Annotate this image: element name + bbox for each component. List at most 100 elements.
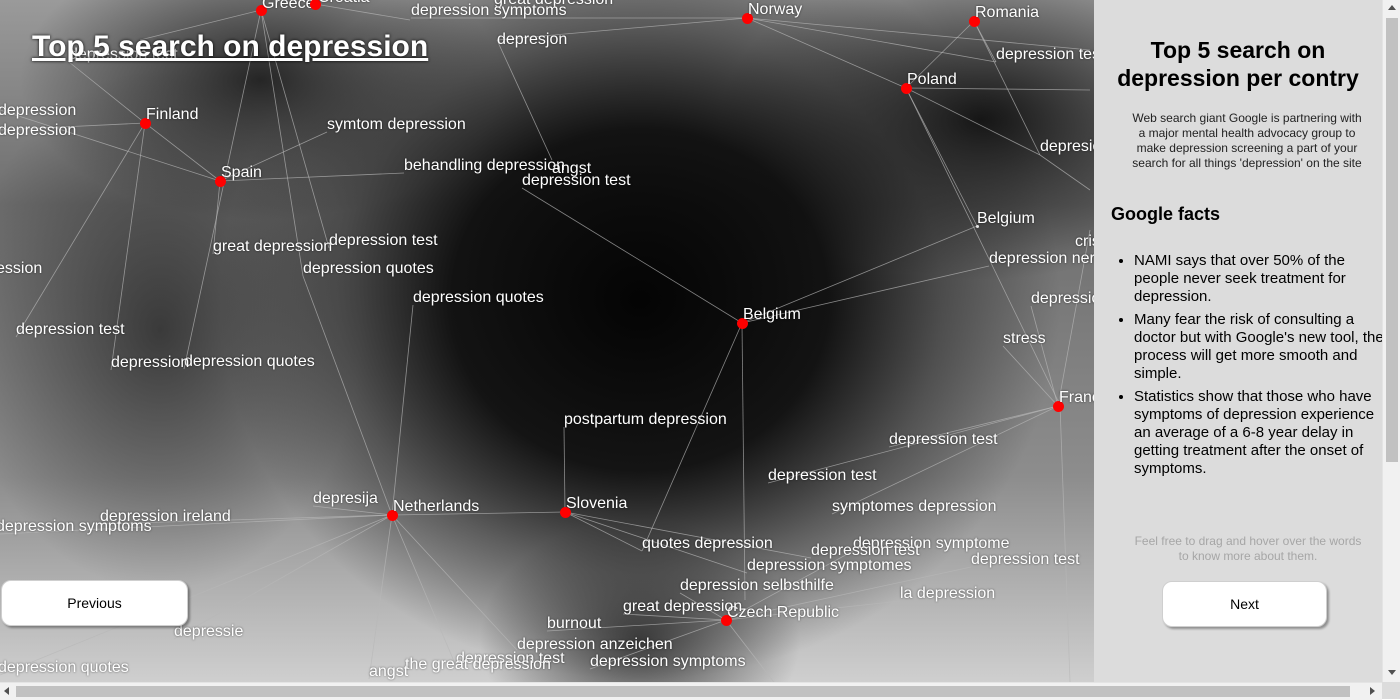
word-node[interactable]: depression (0, 102, 77, 119)
word-node[interactable]: burnout (547, 615, 602, 632)
word-node[interactable]: depression test (456, 650, 565, 667)
country-label-czech-republic[interactable]: Czech Republic (727, 604, 840, 621)
network-edge (622, 613, 727, 621)
word-node[interactable]: great depression (494, 0, 613, 9)
word-node[interactable]: angst (552, 160, 592, 177)
previous-button[interactable]: Previous (1, 580, 188, 626)
word-node[interactable]: depression test (889, 431, 998, 448)
word-node[interactable]: depression quotes (184, 353, 315, 370)
word-node[interactable]: depression (111, 354, 190, 371)
word-node[interactable]: depresija (313, 490, 378, 507)
country-label-belgium[interactable]: Belgium (743, 306, 801, 323)
node-dot-finland[interactable] (140, 118, 151, 129)
network-edge (564, 511, 812, 559)
node-dot-greece[interactable] (256, 5, 267, 16)
word-node[interactable]: depression quotes (413, 289, 544, 306)
node-dot-france[interactable] (1053, 401, 1064, 412)
scroll-up-arrow-icon[interactable] (1388, 5, 1396, 10)
word-node[interactable]: symptomes depression (832, 498, 997, 515)
country-label-norway[interactable]: Norway (748, 1, 803, 18)
word-node[interactable]: depression quotes (303, 260, 434, 277)
next-button[interactable]: Next (1162, 581, 1327, 627)
word-node[interactable]: depression test (971, 551, 1080, 568)
word-node[interactable]: depression symptoms (0, 518, 152, 535)
network-edge (564, 511, 643, 552)
country-label-belgium-2[interactable]: Belgium (977, 210, 1035, 227)
node-dot-slovenia[interactable] (560, 507, 571, 518)
node-dot-croatia[interactable] (310, 0, 321, 10)
network-edge (219, 172, 405, 182)
word-node[interactable]: postpartum depression (564, 411, 727, 428)
word-node[interactable]: depressie (174, 623, 244, 640)
network-edge (68, 61, 146, 124)
node-dot-norway[interactable] (742, 13, 753, 24)
word-node[interactable]: depression (0, 122, 77, 139)
word-node[interactable]: depression (0, 260, 43, 277)
word-node[interactable]: crisis (1075, 233, 1094, 250)
network-edge (905, 87, 978, 227)
node-dot-netherlands[interactable] (387, 510, 398, 521)
node-dot-poland[interactable] (901, 83, 912, 94)
country-label-finland[interactable]: Finland (146, 106, 199, 123)
word-node[interactable]: depresjon (497, 31, 568, 48)
panel-title: Top 5 search on depression per contry (1117, 37, 1359, 91)
word-node[interactable]: great depression (623, 598, 743, 615)
country-label-greece[interactable]: Greece (262, 0, 315, 12)
word-node[interactable]: depression test (522, 172, 631, 189)
word-node[interactable]: depression symptoms (590, 653, 746, 670)
word-node[interactable]: angst (369, 663, 409, 680)
country-label-netherlands[interactable]: Netherlands (393, 498, 480, 515)
network-edge (563, 426, 566, 513)
word-node[interactable]: depression test (16, 321, 125, 338)
network-edge (314, 3, 411, 21)
country-label-france[interactable]: France (1059, 389, 1094, 406)
word-node[interactable]: depression test (69, 46, 178, 63)
node-dot-spain[interactable] (215, 176, 226, 187)
node-dot-czech-republic[interactable] (721, 615, 732, 626)
scroll-right-arrow-icon[interactable] (1370, 687, 1375, 695)
word-node[interactable]: depression symptoms (411, 2, 567, 19)
network-edge (368, 514, 393, 680)
network-edge (0, 514, 393, 676)
word-node[interactable]: depression nerveuse (989, 250, 1094, 267)
word-node[interactable]: stress (1003, 330, 1046, 347)
word-node[interactable]: depression test (996, 46, 1094, 63)
word-node[interactable]: depression test (329, 232, 438, 249)
horizontal-scrollbar[interactable] (0, 682, 1382, 700)
word-node[interactable]: great depression (213, 238, 333, 255)
country-label-slovenia[interactable]: Slovenia (566, 495, 628, 512)
word-node[interactable]: depression test (768, 467, 877, 484)
word-node[interactable]: the great depression (405, 656, 551, 673)
word-node[interactable]: depression selbsthilfe (680, 577, 834, 594)
horizontal-scroll-thumb[interactable] (16, 686, 1350, 697)
network-canvas[interactable]: Greece Croatia Norway Romania Poland Fin… (0, 0, 1094, 682)
vertical-scrollbar[interactable] (1382, 0, 1400, 682)
node-dot-romania[interactable] (969, 16, 980, 27)
country-label-romania[interactable]: Romania (975, 4, 1040, 21)
word-node[interactable]: quotes depression (642, 535, 773, 552)
word-node[interactable]: symtom depression (327, 116, 466, 133)
word-node[interactable]: depression ireland (100, 508, 231, 525)
network-edge (110, 122, 146, 371)
vertical-scroll-thumb[interactable] (1386, 18, 1398, 462)
network-edge (391, 514, 518, 651)
word-node[interactable]: depression symptomes (747, 557, 912, 574)
word-node[interactable]: depression anzeichen (517, 636, 673, 653)
network-edge (1030, 305, 1059, 407)
network-edge (589, 619, 727, 670)
scroll-left-arrow-icon[interactable] (4, 687, 9, 695)
country-label-croatia[interactable]: Croatia (318, 0, 370, 7)
fact-item: Many fear the risk of consulting a docto… (1134, 311, 1390, 383)
scroll-down-arrow-icon[interactable] (1388, 670, 1396, 675)
country-label-spain[interactable]: Spain (221, 164, 262, 181)
word-node[interactable]: depression test (811, 542, 920, 559)
country-label-poland[interactable]: Poland (907, 71, 957, 88)
network-edge (725, 600, 901, 621)
word-node[interactable]: depression symptome (853, 535, 1010, 552)
node-dot-belgium[interactable] (737, 318, 748, 329)
word-node[interactable]: depresión (1040, 138, 1094, 155)
word-node[interactable]: depression quotes (0, 659, 129, 676)
word-node[interactable]: behandling depression (404, 157, 566, 174)
word-node[interactable]: la depression (900, 585, 996, 602)
